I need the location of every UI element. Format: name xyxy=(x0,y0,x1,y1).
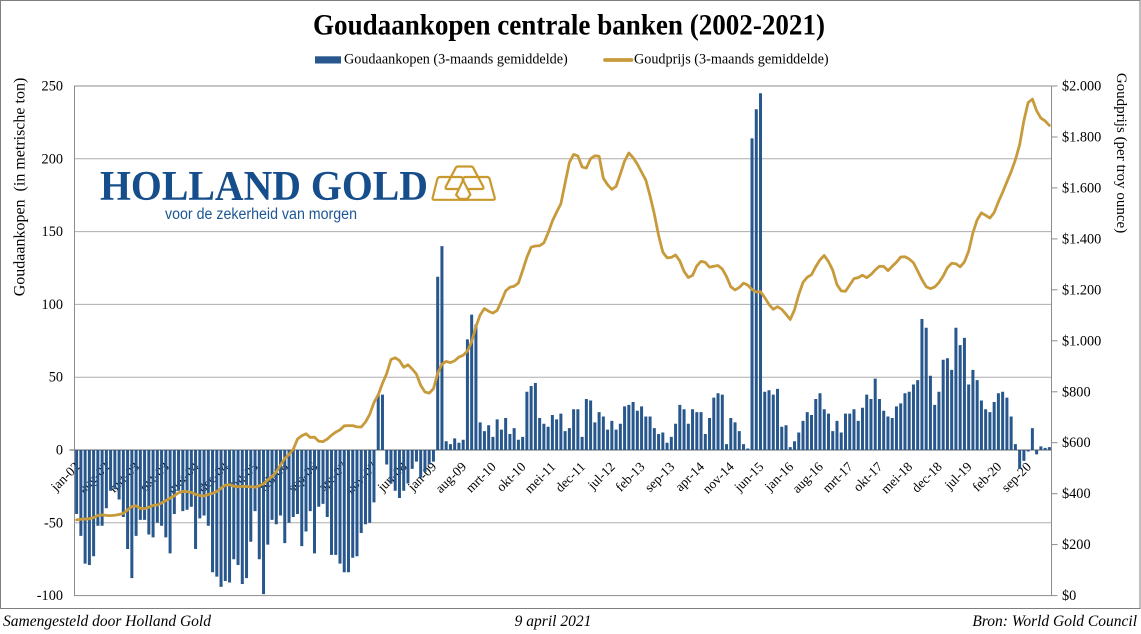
svg-text:50: 50 xyxy=(49,370,63,386)
svg-text:HOLLAND GOLD: HOLLAND GOLD xyxy=(100,164,428,210)
svg-text:Goudaankopen (3-maands gemidde: Goudaankopen (3-maands gemiddelde) xyxy=(344,51,568,67)
svg-text:$800: $800 xyxy=(1062,384,1091,400)
svg-text:Goudprijs (3-maands gemiddelde: Goudprijs (3-maands gemiddelde) xyxy=(634,51,829,67)
svg-text:Goudprijs (per troy ounce): Goudprijs (per troy ounce) xyxy=(1113,73,1129,233)
svg-text:$1.000: $1.000 xyxy=(1062,333,1101,349)
svg-text:200: 200 xyxy=(42,151,63,167)
svg-text:$600: $600 xyxy=(1062,435,1091,451)
svg-text:$400: $400 xyxy=(1062,486,1091,502)
svg-text:100: 100 xyxy=(42,297,63,313)
svg-text:Bron: World Gold Council: Bron: World Gold Council xyxy=(972,613,1137,630)
svg-text:0: 0 xyxy=(56,443,63,459)
svg-text:$2.000: $2.000 xyxy=(1062,79,1101,95)
svg-text:$1.800: $1.800 xyxy=(1062,130,1101,146)
svg-text:150: 150 xyxy=(42,224,63,240)
svg-text:$1.600: $1.600 xyxy=(1062,180,1101,196)
svg-text:$0: $0 xyxy=(1062,588,1076,604)
svg-text:$1.400: $1.400 xyxy=(1062,231,1101,247)
svg-text:voor de zekerheid van morgen: voor de zekerheid van morgen xyxy=(165,206,357,223)
svg-text:9 april 2021: 9 april 2021 xyxy=(515,613,592,630)
svg-text:-100: -100 xyxy=(37,588,63,604)
svg-text:-50: -50 xyxy=(44,515,63,531)
svg-text:$200: $200 xyxy=(1062,537,1091,553)
svg-text:Samengesteld door Holland Gold: Samengesteld door Holland Gold xyxy=(3,613,211,630)
svg-text:$1.200: $1.200 xyxy=(1062,282,1101,298)
svg-text:Goudaankopen centrale banken (: Goudaankopen centrale banken (2002-2021) xyxy=(313,9,825,42)
svg-text:250: 250 xyxy=(42,79,63,95)
svg-text:Goudaankopen (in metrische to: Goudaankopen (in metrische ton) xyxy=(12,78,29,297)
